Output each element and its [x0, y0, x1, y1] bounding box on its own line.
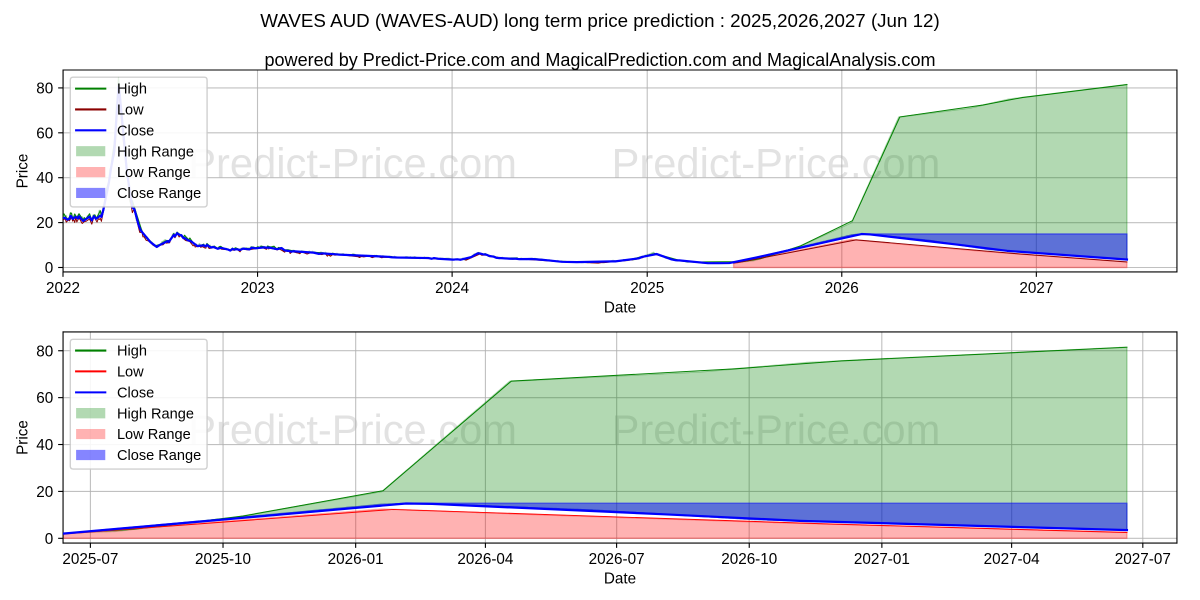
svg-text:Date: Date	[604, 571, 636, 588]
svg-text:Close: Close	[117, 123, 154, 139]
svg-text:High Range: High Range	[117, 406, 194, 422]
svg-text:Close Range: Close Range	[117, 186, 201, 202]
svg-text:Close: Close	[117, 385, 154, 401]
svg-text:Price: Price	[15, 420, 32, 455]
svg-text:2023: 2023	[241, 280, 275, 297]
svg-text:WAVES AUD (WAVES-AUD) long ter: WAVES AUD (WAVES-AUD) long term price pr…	[260, 10, 939, 31]
svg-text:2022: 2022	[46, 280, 80, 297]
svg-text:2025-10: 2025-10	[195, 551, 251, 568]
svg-text:2026-07: 2026-07	[589, 551, 645, 568]
svg-text:40: 40	[36, 170, 53, 187]
svg-text:2026: 2026	[825, 280, 859, 297]
svg-text:Close Range: Close Range	[117, 448, 201, 464]
svg-text:60: 60	[36, 125, 53, 142]
svg-text:High: High	[117, 82, 147, 98]
svg-text:2025: 2025	[630, 280, 664, 297]
svg-text:2026-04: 2026-04	[457, 551, 514, 568]
svg-text:Low: Low	[117, 103, 144, 119]
svg-text:20: 20	[36, 484, 53, 501]
svg-text:20: 20	[36, 215, 53, 232]
svg-text:2026-01: 2026-01	[328, 551, 384, 568]
svg-text:0: 0	[45, 531, 54, 548]
svg-text:Price: Price	[15, 154, 32, 189]
svg-text:Low Range: Low Range	[117, 427, 191, 443]
svg-text:2026-10: 2026-10	[721, 551, 777, 568]
svg-text:60: 60	[36, 390, 53, 407]
svg-text:80: 80	[36, 343, 53, 360]
svg-text:Date: Date	[604, 300, 636, 317]
svg-text:High Range: High Range	[117, 144, 194, 160]
svg-text:2027-01: 2027-01	[854, 551, 910, 568]
svg-text:2027: 2027	[1019, 280, 1053, 297]
svg-text:80: 80	[36, 80, 53, 97]
svg-text:2027-07: 2027-07	[1115, 551, 1171, 568]
svg-text:Predict-Price.com: Predict-Price.com	[188, 140, 517, 187]
svg-text:powered by Predict-Price.com a: powered by Predict-Price.com and Magical…	[264, 50, 935, 70]
svg-text:Low: Low	[117, 365, 144, 381]
svg-text:Low Range: Low Range	[117, 165, 191, 181]
svg-text:2025-07: 2025-07	[62, 551, 118, 568]
svg-text:0: 0	[45, 260, 54, 277]
svg-text:2027-04: 2027-04	[984, 551, 1041, 568]
svg-text:High: High	[117, 344, 147, 360]
svg-text:2024: 2024	[435, 280, 469, 297]
svg-text:40: 40	[36, 437, 53, 454]
